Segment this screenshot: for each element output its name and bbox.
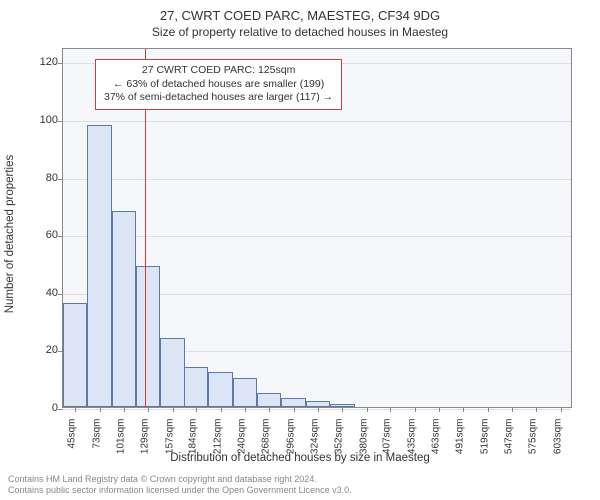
histogram-bar xyxy=(112,211,136,407)
x-tick-mark xyxy=(536,407,537,412)
chart-subtitle: Size of property relative to detached ho… xyxy=(0,23,600,39)
y-tick-label: 100 xyxy=(28,114,58,126)
x-tick-mark xyxy=(148,407,149,412)
x-tick-mark xyxy=(512,407,513,412)
chart-title: 27, CWRT COED PARC, MAESTEG, CF34 9DG xyxy=(0,0,600,23)
x-tick-mark xyxy=(124,407,125,412)
y-tick-label: 80 xyxy=(28,172,58,184)
histogram-bar xyxy=(136,266,160,407)
x-tick-mark xyxy=(439,407,440,412)
histogram-bar xyxy=(160,338,184,407)
y-tick-mark xyxy=(58,236,63,237)
x-tick-mark xyxy=(318,407,319,412)
x-tick-mark xyxy=(75,407,76,412)
y-tick-mark xyxy=(58,121,63,122)
y-tick-mark xyxy=(58,409,63,410)
grid-line xyxy=(63,121,571,122)
y-tick-label: 40 xyxy=(28,287,58,299)
histogram-bar xyxy=(208,372,232,407)
x-tick-mark xyxy=(488,407,489,412)
grid-line xyxy=(63,409,571,410)
info-box: 27 CWRT COED PARC: 125sqm← 63% of detach… xyxy=(95,59,342,110)
footer-attribution: Contains HM Land Registry data © Crown c… xyxy=(8,474,352,496)
y-tick-mark xyxy=(58,294,63,295)
histogram-bar xyxy=(63,303,87,407)
grid-line xyxy=(63,236,571,237)
x-tick-mark xyxy=(463,407,464,412)
plot-area: 45sqm73sqm101sqm129sqm157sqm184sqm212sqm… xyxy=(62,48,572,408)
x-tick-mark xyxy=(221,407,222,412)
x-tick-mark xyxy=(245,407,246,412)
footer-line: Contains public sector information licen… xyxy=(8,485,352,496)
y-tick-label: 60 xyxy=(28,229,58,241)
x-tick-mark xyxy=(390,407,391,412)
info-box-line: 37% of semi-detached houses are larger (… xyxy=(104,91,333,105)
x-tick-mark xyxy=(415,407,416,412)
x-axis-label: Distribution of detached houses by size … xyxy=(0,452,600,464)
y-tick-label: 120 xyxy=(28,56,58,68)
info-box-line: ← 63% of detached houses are smaller (19… xyxy=(104,78,333,92)
footer-line: Contains HM Land Registry data © Crown c… xyxy=(8,474,352,485)
y-tick-label: 20 xyxy=(28,344,58,356)
y-tick-mark xyxy=(58,179,63,180)
histogram-bar xyxy=(257,393,281,407)
x-tick-mark xyxy=(100,407,101,412)
x-tick-mark xyxy=(561,407,562,412)
x-tick-mark xyxy=(294,407,295,412)
info-box-line: 27 CWRT COED PARC: 125sqm xyxy=(104,64,333,78)
x-tick-mark xyxy=(269,407,270,412)
y-tick-mark xyxy=(58,63,63,64)
grid-line xyxy=(63,179,571,180)
x-tick-mark xyxy=(196,407,197,412)
x-tick-mark xyxy=(342,407,343,412)
histogram-bar xyxy=(233,378,257,407)
y-tick-label: 0 xyxy=(28,402,58,414)
histogram-bar xyxy=(87,125,111,407)
y-axis-label: Number of detached properties xyxy=(4,155,16,314)
x-tick-mark xyxy=(173,407,174,412)
histogram-bar xyxy=(281,398,305,407)
x-tick-mark xyxy=(367,407,368,412)
chart-container: 27, CWRT COED PARC, MAESTEG, CF34 9DG Si… xyxy=(0,0,600,500)
histogram-bar xyxy=(184,367,208,407)
